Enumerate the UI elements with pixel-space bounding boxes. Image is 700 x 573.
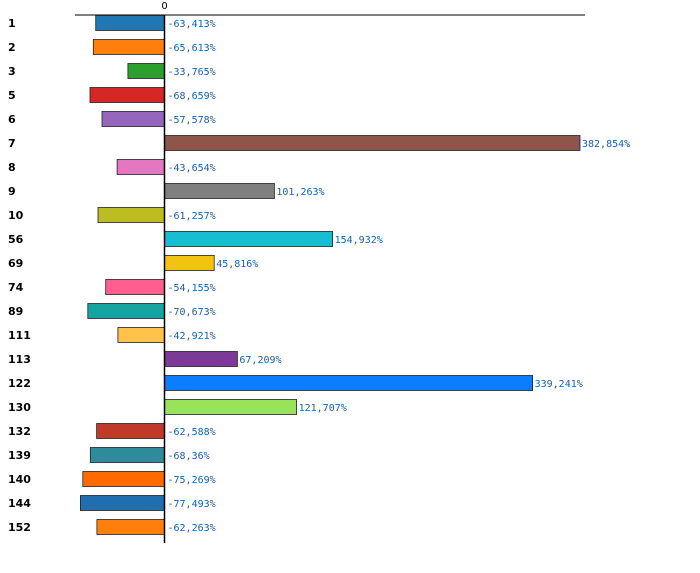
category-label-10: 10 — [8, 209, 24, 222]
category-label-132: 132 — [8, 425, 31, 438]
category-label-89: 89 — [8, 305, 23, 318]
value-label-69: 45,816% — [216, 259, 258, 270]
category-label-3: 3 — [8, 65, 16, 78]
category-label-69: 69 — [8, 257, 23, 270]
category-label-144: 144 — [8, 497, 31, 510]
value-label-139: -68,36% — [168, 451, 210, 462]
category-label-8: 8 — [8, 161, 16, 174]
value-label-111: -42,921% — [168, 331, 216, 342]
bar-113 — [164, 351, 238, 367]
category-label-7: 7 — [8, 137, 16, 150]
bar-9 — [164, 183, 275, 199]
bar-56 — [164, 231, 334, 247]
value-label-152: -62,263% — [168, 523, 216, 534]
bar-122 — [164, 375, 534, 391]
bar-89 — [87, 303, 165, 319]
category-label-1: 1 — [8, 17, 16, 30]
value-label-132: -62,588% — [168, 427, 216, 438]
category-label-9: 9 — [8, 185, 16, 198]
value-label-74: -54,155% — [168, 283, 216, 294]
category-label-140: 140 — [8, 473, 31, 486]
category-label-111: 111 — [8, 329, 31, 342]
value-label-1: -63,413% — [168, 19, 216, 30]
category-label-122: 122 — [8, 377, 31, 390]
bar-7 — [164, 135, 581, 151]
labels-group: 1 -63,413% 2 -65,613% 3 -33,765% 5 -68,659% 6 -57… — [8, 17, 630, 534]
bar-5 — [89, 87, 165, 103]
value-label-122: 339,241% — [535, 379, 583, 390]
zero-tick-label: 0 — [161, 1, 167, 12]
bar-152 — [96, 519, 165, 535]
value-label-89: -70,673% — [168, 307, 216, 318]
value-label-7: 382,854% — [582, 139, 630, 150]
value-label-10: -61,257% — [168, 211, 216, 222]
value-label-9: 101,263% — [276, 187, 324, 198]
bar-132 — [96, 423, 165, 439]
category-label-130: 130 — [8, 401, 31, 414]
bars-group — [80, 15, 581, 535]
category-label-152: 152 — [8, 521, 31, 534]
bar-10 — [97, 207, 165, 223]
bar-139 — [89, 447, 165, 463]
value-label-5: -68,659% — [168, 91, 216, 102]
category-label-113: 113 — [8, 353, 31, 366]
value-label-130: 121,707% — [299, 403, 347, 414]
value-label-2: -65,613% — [168, 43, 216, 54]
value-label-56: 154,932% — [335, 235, 383, 246]
value-label-140: -75,269% — [168, 475, 216, 486]
category-label-6: 6 — [8, 113, 16, 126]
value-label-8: -43,654% — [168, 163, 216, 174]
category-label-74: 74 — [8, 281, 24, 294]
value-label-144: -77,493% — [168, 499, 216, 510]
bar-140 — [82, 471, 165, 487]
bar-8 — [116, 159, 165, 175]
value-label-113: 67,209% — [239, 355, 281, 366]
value-label-3: -33,765% — [168, 67, 216, 78]
bar-69 — [164, 255, 215, 271]
category-label-56: 56 — [8, 233, 24, 246]
category-label-5: 5 — [8, 89, 16, 102]
bar-111 — [117, 327, 165, 343]
category-label-139: 139 — [8, 449, 31, 462]
bar-144 — [80, 495, 165, 511]
bar-3 — [127, 63, 165, 79]
bar-130 — [164, 399, 298, 415]
bar-74 — [105, 279, 165, 295]
bar-1 — [95, 15, 165, 31]
bar-6 — [101, 111, 165, 127]
bar-2 — [92, 39, 165, 55]
category-label-2: 2 — [8, 41, 16, 54]
value-label-6: -57,578% — [168, 115, 216, 126]
